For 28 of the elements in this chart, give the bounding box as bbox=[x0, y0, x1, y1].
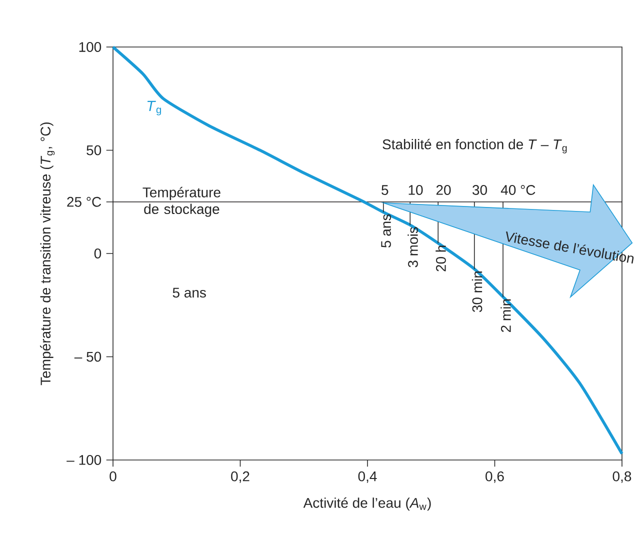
x-tick-label: 0 bbox=[110, 471, 116, 482]
y-tick-label: 100 bbox=[79, 42, 102, 52]
x-tick-label: 0,4 bbox=[358, 471, 377, 483]
series-label: T$_{g}$ bbox=[147, 100, 161, 116]
annotation: 5 ans bbox=[381, 214, 391, 248]
annotation: 5 ans bbox=[172, 288, 206, 298]
annotation: 30 bbox=[472, 185, 487, 195]
annotation: 40 °C bbox=[500, 185, 536, 195]
x-tick-label: 0,6 bbox=[486, 471, 504, 483]
annotation: 30 min bbox=[472, 272, 482, 312]
annotation: 2 min bbox=[500, 299, 511, 332]
x-tick-label: 0,8 bbox=[612, 471, 632, 483]
y-tick-label: 25 °C bbox=[67, 196, 102, 207]
annotation: 20 bbox=[436, 185, 451, 195]
annotation: Vitesse de l’évolution bbox=[506, 231, 634, 264]
y-tick-label: – 100 bbox=[66, 455, 102, 465]
x-tick-label: 0,2 bbox=[231, 471, 250, 483]
annotation: 20 h bbox=[436, 246, 446, 272]
y-tick-label: 50 bbox=[86, 145, 102, 156]
annotation: 10 bbox=[408, 185, 423, 195]
x-axis-title: Activité de l’eau (A$_{w}$) bbox=[303, 497, 431, 511]
annotation: 5 bbox=[382, 185, 388, 195]
ref-line-label: Température de stockage bbox=[142, 186, 220, 217]
annotation: Stabilité en fonction de T – T$_{g}$ bbox=[382, 138, 567, 154]
y-tick-label: 0 bbox=[94, 248, 102, 258]
y-tick-label: – 50 bbox=[74, 352, 102, 362]
y-axis-title: Température de transition vitreuse (T$_{g}$, °C) bbox=[40, 122, 55, 386]
annotation: 3 mois bbox=[408, 227, 418, 268]
